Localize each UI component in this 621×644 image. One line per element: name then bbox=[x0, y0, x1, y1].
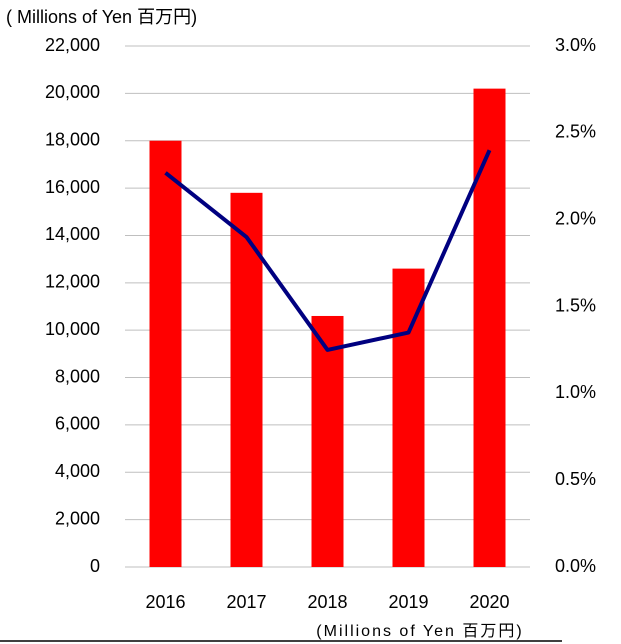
bar bbox=[311, 315, 344, 567]
y2-tick-label: 2.0% bbox=[555, 208, 596, 228]
y-tick-label: 18,000 bbox=[45, 129, 100, 149]
y-tick-label: 6,000 bbox=[55, 414, 100, 434]
bar bbox=[392, 268, 425, 567]
y2-tick-label: 2.5% bbox=[555, 122, 596, 142]
x-tick-label: 2017 bbox=[226, 592, 266, 612]
bar bbox=[230, 192, 263, 567]
line bbox=[164, 149, 492, 352]
bar bbox=[473, 88, 506, 568]
y-tick-label: 4,000 bbox=[55, 461, 100, 481]
y-tick-label: 12,000 bbox=[45, 272, 100, 292]
x-tick-label: 2020 bbox=[469, 592, 509, 612]
footnote: (Millions of Yen 百万円) bbox=[316, 623, 523, 640]
y-tick-label: 2,000 bbox=[55, 508, 100, 528]
y2-tick-label: 0.5% bbox=[555, 469, 596, 489]
x-tick-label: 2018 bbox=[307, 592, 347, 612]
y-tick-label: 10,000 bbox=[45, 319, 100, 339]
bar bbox=[149, 140, 182, 567]
y2-tick-label: 1.0% bbox=[555, 382, 596, 402]
x-tick-label: 2016 bbox=[145, 592, 185, 612]
x-tick-label: 2019 bbox=[388, 592, 428, 612]
y-tick-label: 8,000 bbox=[55, 366, 100, 386]
y-tick-label: 0 bbox=[90, 556, 100, 576]
chart-title: ( Millions of Yen 百万円) bbox=[6, 7, 197, 27]
y2-tick-label: 1.5% bbox=[555, 295, 596, 315]
y-tick-label: 14,000 bbox=[45, 224, 100, 244]
y2-tick-label: 3.0% bbox=[555, 35, 596, 55]
y-tick-label: 22,000 bbox=[45, 35, 100, 55]
y2-tick-label: 0.0% bbox=[555, 556, 596, 576]
y-tick-label: 16,000 bbox=[45, 177, 100, 197]
y-tick-label: 20,000 bbox=[45, 82, 100, 102]
